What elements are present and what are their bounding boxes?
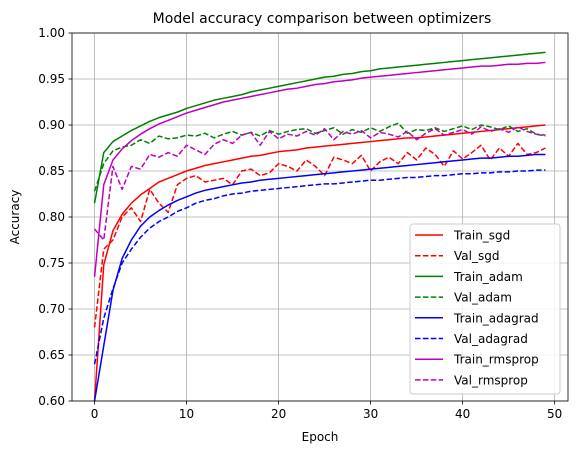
- series-line-train-adam: [93, 51, 546, 204]
- legend-box: [409, 223, 561, 395]
- legend-label: Train_sgd: [453, 229, 510, 243]
- legend-label: Val_adagrad: [454, 332, 528, 346]
- y-axis-title: Accuracy: [8, 190, 22, 245]
- legend-label: Val_rmsprop: [454, 373, 528, 387]
- y-tick-label: 0.75: [38, 256, 65, 270]
- y-tick-label: 0.70: [38, 302, 65, 316]
- axis-ticks: 0 10 20 30 40 50 0.60 0.65 0.70 0.75 0.80 0.85 0.90 0…: [38, 26, 562, 421]
- x-tick-label: 50: [547, 407, 562, 421]
- y-tick-label: 1.00: [38, 26, 65, 40]
- legend-label: Train_adam: [453, 270, 523, 284]
- x-tick-label: 20: [271, 407, 286, 421]
- y-tick-label: 0.65: [38, 348, 65, 362]
- legend-label: Train_adagrad: [453, 311, 539, 325]
- series-line-val-sgd: [93, 142, 546, 328]
- y-tick-label: 0.95: [38, 72, 65, 86]
- legend-label: Val_sgd: [454, 249, 499, 263]
- x-tick-label: 10: [179, 407, 194, 421]
- y-tick-label: 0.60: [38, 394, 65, 408]
- series-line-val-adam: [93, 122, 546, 192]
- y-tick-label: 0.85: [38, 164, 65, 178]
- series-line-val-adagrad: [93, 169, 546, 365]
- series-line-train-sgd: [93, 124, 546, 402]
- legend-label: Train_rmsprop: [453, 353, 539, 367]
- y-tick-label: 0.80: [38, 210, 65, 224]
- x-tick-label: 40: [455, 407, 470, 421]
- x-axis-title: Epoch: [302, 430, 339, 444]
- series-line-train-adagrad: [93, 153, 546, 402]
- y-tick-label: 0.90: [38, 118, 65, 132]
- x-tick-label: 0: [91, 407, 99, 421]
- legend: Train_sgd Val_sgd Train_adam Val_adam Train_…: [409, 223, 561, 395]
- series-line-train-rmsprop: [93, 61, 546, 277]
- series-line-val-rmsprop: [93, 126, 546, 241]
- chart-title: Model accuracy comparison between optimi…: [153, 11, 492, 27]
- legend-label: Val_adam: [454, 291, 512, 305]
- x-tick-label: 30: [363, 407, 378, 421]
- series-lines: [93, 51, 546, 402]
